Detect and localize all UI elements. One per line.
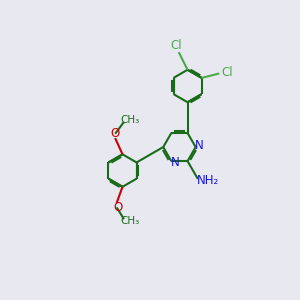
- Text: O: O: [110, 127, 120, 140]
- Text: O: O: [113, 201, 123, 214]
- Text: N: N: [170, 156, 179, 169]
- Text: Cl: Cl: [171, 39, 182, 52]
- Text: CH₃: CH₃: [121, 115, 140, 124]
- Text: Cl: Cl: [222, 65, 233, 79]
- Text: N: N: [195, 139, 204, 152]
- Text: CH₃: CH₃: [121, 216, 140, 226]
- Text: NH₂: NH₂: [197, 174, 219, 187]
